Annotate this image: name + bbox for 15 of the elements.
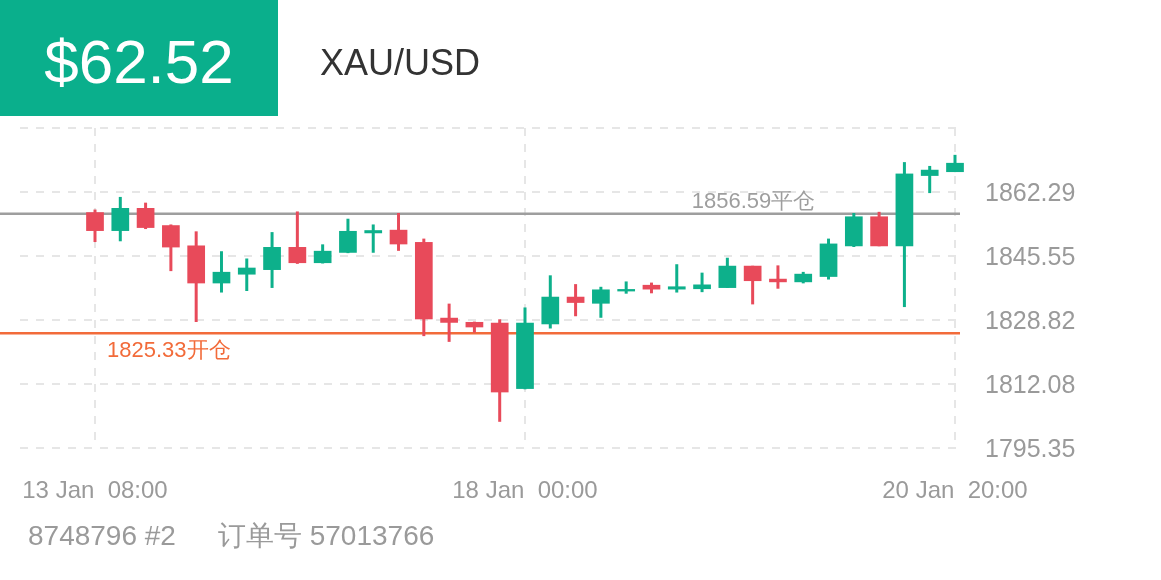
ref-line-label: 1825.33开仓 xyxy=(107,337,231,363)
x-tick-label: 13 Jan 08:00 xyxy=(22,476,168,503)
x-tick-label: 20 Jan 20:00 xyxy=(882,476,1028,503)
y-tick-label: 1845.55 xyxy=(985,242,1076,271)
text: 订单号 57013766 xyxy=(217,520,435,551)
ref-line-label: 1856.59平仓 xyxy=(691,187,816,213)
plot: 1795.35 1812.08 1828.82 1845.55 1862.29 13 Jan 08:00 18 Jan 00:00 20 Jan 20:00 1856.59平仓 1825.33开仓 xyxy=(0,127,1076,503)
text: 8748796 #2 xyxy=(28,520,176,551)
y-tick-label: 1812.08 xyxy=(985,370,1076,399)
header: $62.52 xyxy=(0,0,278,116)
x-tick-label: 18 Jan 00:00 xyxy=(452,476,598,503)
y-tick-label: 1795.35 xyxy=(985,434,1076,462)
y-tick-label: 1862.29 xyxy=(985,177,1076,206)
y-tick-label: 1828.82 xyxy=(985,305,1076,334)
chart-title: XAU/USD xyxy=(320,42,481,83)
